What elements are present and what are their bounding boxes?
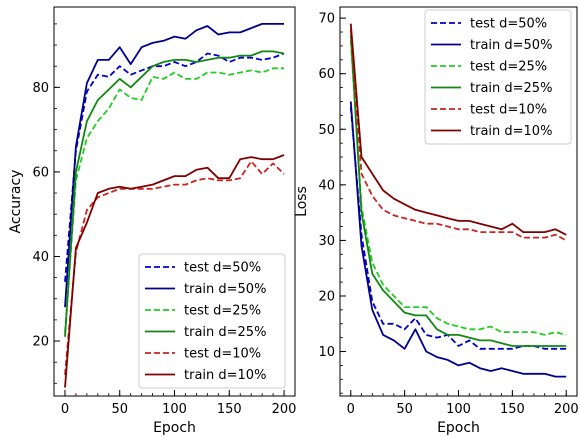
legend-entry: train d=25% [470,81,552,96]
y-tick-label: 50 [318,123,335,138]
series-line [64,154,285,388]
y-tick-label: 70 [318,12,335,27]
series-line [349,23,567,236]
loss-panel: 10 20 30 40 50 60 70 0 50 100 150 200 Epoch Loss test … [294,6,579,436]
legend-entry: test d=25% [184,304,261,319]
x-tick-label: 150 [217,402,242,417]
series-line [64,22,284,308]
legend-entry: test d=10% [184,347,261,362]
series-line [349,40,567,336]
series-line [349,29,567,242]
x-tick-label: 100 [446,402,471,417]
legend-entry: train d=50% [470,38,552,53]
series-line [349,101,567,378]
series-line [64,67,284,333]
y-tick-label: 60 [32,165,49,180]
series-line [64,50,285,337]
y-tick-label: 80 [32,81,49,96]
x-tick-label: 100 [162,402,187,417]
legend-entry: train d=10% [184,368,266,383]
series-line [64,52,285,282]
legend-entry: train d=25% [184,325,266,340]
y-axis-label: Loss [294,186,310,217]
legend-entry: test d=50% [184,261,261,276]
x-axis-label: Epoch [437,420,480,436]
legend-entry: train d=10% [470,124,552,139]
y-tick-label: 10 [318,345,335,360]
y-tick-label: 20 [32,335,49,350]
legend-entry: test d=25% [470,60,547,75]
accuracy-panel: 20 40 60 80 0 50 100 150 200 Epoch Accuracy test d=… [8,6,297,436]
x-tick-label: 200 [554,402,579,417]
legend: test d=50% train d=50% test d=25% train d=2… [138,253,286,389]
x-tick-label: 50 [111,402,128,417]
x-tick-label: 150 [500,402,525,417]
y-tick-label: 40 [318,178,335,193]
legend-entry: test d=10% [470,103,547,118]
y-tick-label: 30 [318,234,335,249]
x-axis-label: Epoch [153,420,196,436]
y-tick-label: 60 [318,67,335,82]
x-tick-label: 50 [396,402,413,417]
x-tick-label: 0 [347,402,355,417]
y-tick-label: 20 [318,289,335,304]
legend: test d=50% train d=50% test d=25% train d=2… [424,9,572,145]
y-tick-label: 40 [32,250,49,265]
y-axis-label: Accuracy [8,170,24,234]
x-tick-label: 0 [61,402,69,417]
series-line [349,34,567,347]
series-line [64,160,285,375]
legend-entry: test d=50% [470,17,547,32]
legend-box [138,253,286,389]
x-tick-label: 200 [272,402,297,417]
legend-entry: train d=50% [184,282,266,297]
legend-box [424,9,572,145]
